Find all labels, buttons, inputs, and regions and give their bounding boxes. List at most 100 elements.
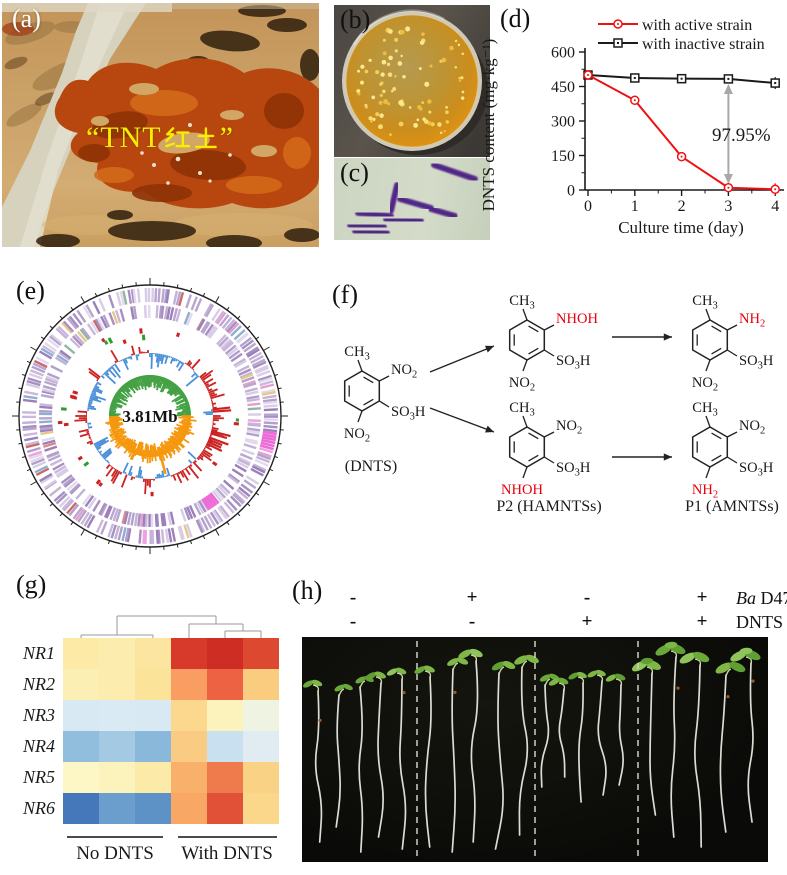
bacterial-colony	[441, 57, 447, 63]
bacterial-colony	[387, 72, 393, 78]
heatmap-cell	[243, 669, 279, 700]
bacterial-colony	[400, 54, 403, 58]
cotyledon	[548, 678, 560, 686]
bacterial-colony	[423, 119, 429, 124]
substituent-label: SO3H	[739, 460, 774, 479]
substituent-label: CH3	[692, 400, 717, 419]
bacterial-colony	[408, 106, 412, 109]
heatmap-cell	[99, 638, 135, 669]
bacterial-colony	[437, 122, 442, 127]
x-axis-title: Culture time (day)	[618, 218, 744, 237]
heatmap-cell	[99, 793, 135, 824]
cotyledon	[514, 655, 528, 665]
panel-f-label: (f)	[332, 280, 358, 309]
heatmap-cell	[243, 793, 279, 824]
genome-circle-map: 3.81Mb	[12, 278, 288, 554]
seedling-stem	[470, 660, 479, 843]
seedling-stem	[719, 674, 727, 833]
seedling-stem	[670, 656, 677, 838]
treatment-row-label-dnts: DNTS	[736, 613, 783, 631]
panel-e-label: (e)	[16, 276, 45, 305]
cotyledon	[693, 651, 710, 663]
heatmap-cell	[63, 638, 99, 669]
heatmap-cell	[207, 762, 243, 793]
bacterial-colony	[390, 89, 394, 93]
seedling-stem	[558, 688, 566, 778]
bacterial-colony	[439, 131, 443, 135]
gene-row-label: NR1	[22, 643, 55, 663]
bacterial-colony	[388, 29, 393, 34]
svg-text:2: 2	[678, 198, 686, 215]
bacterial-colony	[398, 100, 404, 106]
cotyledon	[729, 661, 746, 673]
bacterial-colony	[375, 70, 380, 75]
treatment-sign: +	[696, 587, 708, 608]
svg-text:4: 4	[771, 198, 779, 215]
molecule-name: P1 (AMNTSs)	[685, 498, 779, 515]
panel-h-photo	[302, 637, 768, 862]
heatmap-cell	[171, 700, 207, 731]
petri-dish-art	[342, 9, 488, 155]
gene-row-label: NR4	[22, 736, 55, 756]
cotyledon	[386, 668, 398, 676]
bacterial-colony	[360, 64, 365, 69]
heatmap-cell	[243, 762, 279, 793]
substituent-label: NH2	[739, 311, 765, 330]
bacterial-colony	[405, 26, 411, 32]
bacterial-colony	[382, 89, 386, 94]
bacterial-colony	[379, 82, 383, 86]
substituent-label: NO2	[556, 418, 582, 437]
cotyledon	[395, 667, 407, 675]
cotyledon	[311, 679, 323, 687]
heatmap-cell	[99, 669, 135, 700]
substituent-label: CH3	[344, 344, 369, 363]
svg-text:1: 1	[631, 198, 639, 215]
heatmap-cell	[63, 731, 99, 762]
cotyledon	[502, 660, 516, 670]
heatmap-cell	[135, 700, 171, 731]
heatmap-cell	[99, 731, 135, 762]
bacterial-colony	[382, 38, 386, 42]
dnts-degradation-chart: 0 150 300 450 600 0 1 2 3 4 Culture time (day) DNTS…	[479, 17, 784, 237]
bacterial-colony	[421, 32, 425, 36]
percent-annotation: 97.95%	[712, 125, 771, 146]
substituent-label: NHOH	[556, 311, 598, 327]
bacterial-colony	[379, 93, 383, 97]
heatmap-cell	[63, 762, 99, 793]
genome-size-label: 3.81Mb	[122, 407, 177, 426]
bacterial-colony	[372, 117, 376, 121]
heatmap-cell	[135, 669, 171, 700]
svg-text:600: 600	[551, 45, 575, 62]
seedling-stem	[358, 686, 364, 853]
bacterial-colony	[424, 81, 430, 87]
cotyledon	[539, 674, 551, 682]
heatmap-cell	[63, 700, 99, 731]
bacterial-colony	[394, 75, 397, 78]
cotyledon	[414, 666, 426, 674]
seedling-stem	[399, 678, 407, 850]
heatmap-cell	[207, 669, 243, 700]
treatment-sign: -	[583, 587, 591, 608]
heatmap-cell	[63, 793, 99, 824]
cotyledon	[576, 671, 587, 679]
bacterial-colony	[458, 76, 461, 80]
soil-photo-art	[2, 3, 319, 247]
cotyledon	[447, 658, 459, 666]
bacterial-colony	[356, 89, 361, 93]
bacterial-colony	[439, 59, 443, 63]
panel-a-label: (a)	[12, 4, 41, 33]
svg-text:150: 150	[551, 148, 575, 165]
bacterial-colony	[445, 120, 450, 124]
dnts-rest: DNTS	[736, 612, 784, 632]
seedling-stem	[335, 694, 341, 828]
cotyledon	[374, 671, 386, 679]
cotyledon	[456, 657, 469, 665]
seedling-stem	[747, 662, 754, 823]
heatmap-cell	[243, 700, 279, 731]
substituent-label: NHOH	[501, 482, 543, 498]
panel-d-label: (d)	[500, 4, 531, 33]
bacterial-colony	[364, 69, 369, 74]
heatmap-cell	[171, 762, 207, 793]
caption-prefix: “TNT	[86, 121, 162, 154]
